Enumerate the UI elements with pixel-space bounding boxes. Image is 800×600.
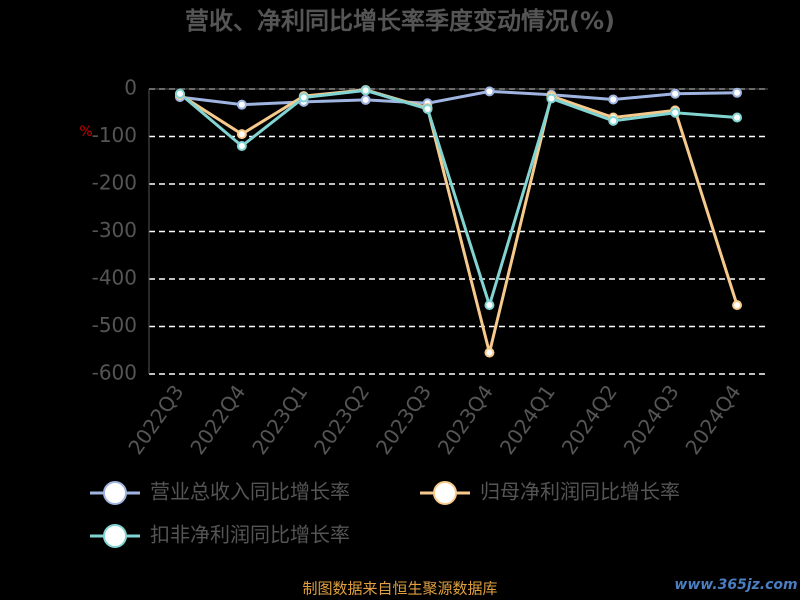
y-tick-label: -200 [92, 171, 137, 195]
series-line [179, 88, 739, 353]
legend-marker [433, 481, 457, 505]
data-point [174, 88, 185, 99]
data-point [360, 94, 371, 105]
data-point [236, 129, 247, 140]
legend-label: 营业总收入同比增长率 [150, 480, 350, 504]
watermark: www.365jz.com [674, 577, 797, 593]
legend-label: 归母净利润同比增长率 [480, 480, 680, 504]
y-tick-label: -100 [92, 123, 137, 147]
y-tick-label: -600 [92, 361, 137, 385]
source-note: 制图数据来自恒生聚源数据库 [302, 580, 497, 598]
data-point [360, 85, 371, 96]
data-point [732, 87, 743, 98]
data-point [484, 347, 495, 358]
data-point [484, 86, 495, 97]
y-tick-label: -300 [92, 218, 137, 242]
data-point [670, 107, 681, 118]
data-point [732, 112, 743, 123]
data-point [484, 300, 495, 311]
data-point [422, 103, 433, 114]
y-tick-label: -400 [92, 266, 137, 290]
y-axis-label: % [79, 124, 92, 140]
data-point [236, 99, 247, 110]
data-point [670, 88, 681, 99]
chart-title: 营收、净利同比增长率季度变动情况(%) [185, 7, 615, 35]
series-line [178, 88, 738, 311]
data-point [608, 94, 619, 105]
data-point [732, 300, 743, 311]
legend-label: 扣非净利润同比增长率 [150, 523, 350, 547]
data-point [298, 92, 309, 103]
y-tick-label: 0 [124, 76, 137, 100]
data-point [236, 141, 247, 151]
data-point [608, 115, 619, 126]
series-line [179, 89, 738, 107]
legend-marker [103, 524, 127, 548]
y-tick-label: -500 [92, 313, 137, 337]
legend-marker [103, 481, 127, 505]
data-point [546, 93, 557, 104]
